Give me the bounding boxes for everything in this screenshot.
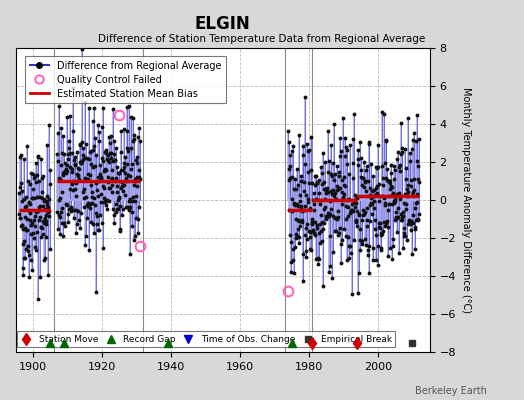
Title: ELGIN: ELGIN: [195, 14, 250, 32]
Legend: Station Move, Record Gap, Time of Obs. Change, Empirical Break: Station Move, Record Gap, Time of Obs. C…: [17, 331, 396, 348]
Text: Difference of Station Temperature Data from Regional Average: Difference of Station Temperature Data f…: [99, 34, 425, 44]
Y-axis label: Monthly Temperature Anomaly Difference (°C): Monthly Temperature Anomaly Difference (…: [462, 87, 472, 313]
Text: Berkeley Earth: Berkeley Earth: [416, 386, 487, 396]
